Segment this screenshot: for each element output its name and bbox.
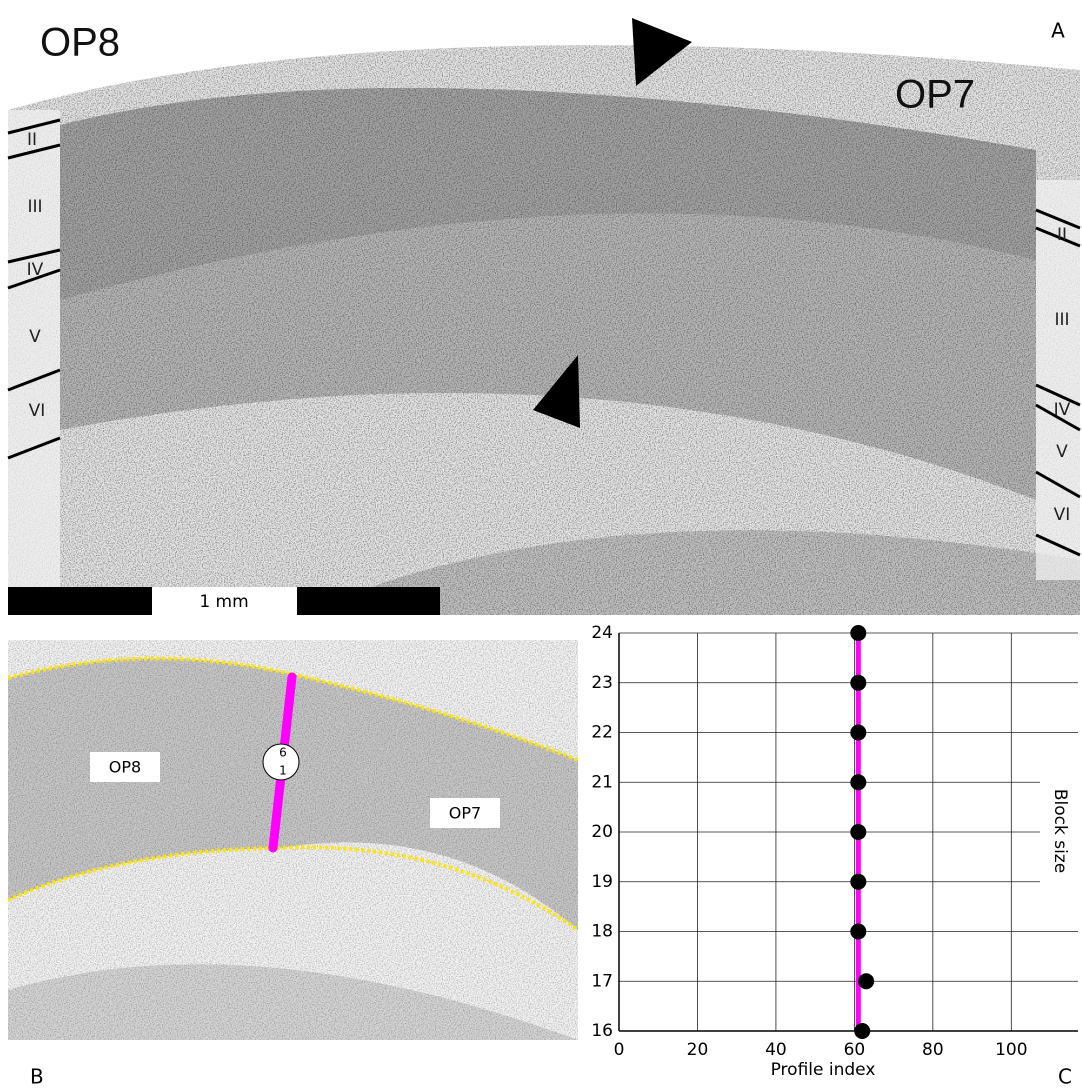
panel-label: B bbox=[30, 1065, 44, 1089]
x-tick-label: 0 bbox=[614, 1040, 625, 1060]
region-label: OP8 bbox=[109, 758, 141, 777]
x-axis-label: Profile index bbox=[771, 1060, 876, 1080]
label-bg bbox=[430, 798, 500, 828]
y-axis-label: Block size bbox=[1050, 789, 1070, 873]
scale-bar-label: 1 mm bbox=[199, 592, 248, 612]
marker bbox=[262, 743, 300, 781]
x-tick-label: 60 bbox=[844, 1040, 866, 1060]
chart: 16 17 18 19 20 21 22 23 24 0 20 40 60 80 100 Profile in… bbox=[591, 623, 1078, 1080]
panel-label: C bbox=[1058, 1065, 1072, 1089]
marker-label: 6 bbox=[279, 746, 287, 760]
panel-label: A bbox=[1051, 19, 1065, 43]
arrowhead bbox=[533, 355, 580, 428]
layer-label: IV bbox=[1054, 400, 1071, 420]
scale-bar bbox=[8, 587, 152, 615]
x-tick-label: 40 bbox=[765, 1040, 787, 1060]
point bbox=[858, 973, 875, 990]
point bbox=[850, 774, 867, 791]
scale-bar bbox=[297, 587, 440, 615]
y-tick-label: 16 bbox=[591, 1021, 613, 1041]
y-tick-label: 19 bbox=[591, 872, 613, 892]
layer-label: VI bbox=[1054, 505, 1071, 525]
y-tick-label: 20 bbox=[591, 822, 613, 842]
label-bg bbox=[90, 752, 160, 782]
marker-label: 1 bbox=[279, 764, 287, 778]
y-tick-label: 24 bbox=[591, 623, 613, 643]
y-tick-label: 18 bbox=[591, 922, 613, 942]
arrowhead bbox=[632, 18, 692, 86]
y-tick-label: 17 bbox=[591, 971, 613, 991]
x-tick-label: 20 bbox=[687, 1040, 709, 1060]
x-tick-label: 80 bbox=[922, 1040, 944, 1060]
point bbox=[850, 873, 867, 890]
layer-label: III bbox=[27, 197, 42, 217]
y-tick-label: 21 bbox=[591, 772, 613, 792]
scale-bar bbox=[152, 587, 297, 615]
layer-label: V bbox=[1056, 442, 1068, 462]
y-tick-label: 22 bbox=[591, 723, 613, 743]
layer-label: III bbox=[1054, 310, 1069, 330]
histology-image-a bbox=[8, 0, 1080, 615]
histology-image-b bbox=[8, 640, 578, 1040]
layer-label: II bbox=[27, 130, 37, 150]
layer-borders bbox=[7, 118, 1081, 557]
layer-label: V bbox=[29, 327, 41, 347]
point bbox=[850, 824, 867, 840]
layer-label: IV bbox=[27, 260, 44, 280]
point bbox=[850, 724, 867, 741]
point bbox=[850, 674, 867, 691]
region-label: OP7 bbox=[449, 804, 481, 823]
point bbox=[850, 923, 867, 940]
layer-label: II bbox=[1057, 225, 1067, 245]
region-label: OP7 bbox=[895, 73, 975, 117]
point bbox=[854, 1023, 871, 1039]
y-tick-label: 23 bbox=[591, 673, 613, 693]
point bbox=[850, 625, 867, 641]
region-label: OP8 bbox=[40, 21, 120, 65]
x-tick-label: 100 bbox=[995, 1040, 1027, 1060]
layer-label: VI bbox=[29, 401, 46, 421]
